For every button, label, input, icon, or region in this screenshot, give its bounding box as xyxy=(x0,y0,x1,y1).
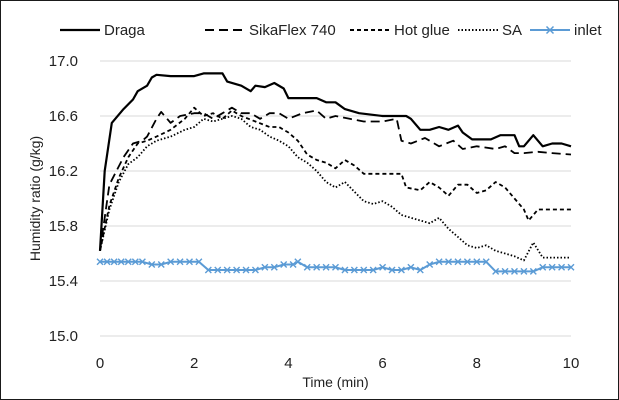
data-point-inlet xyxy=(463,258,471,266)
data-point-inlet xyxy=(558,263,566,271)
x-tick-label: 10 xyxy=(563,355,580,372)
data-point-inlet xyxy=(138,258,146,266)
legend-label-sa: SA xyxy=(502,22,522,39)
legend-marker-inlet xyxy=(545,25,555,35)
data-point-inlet xyxy=(261,263,269,271)
data-point-inlet xyxy=(251,266,259,274)
data-point-inlet xyxy=(520,267,528,275)
legend-label-draga: Draga xyxy=(104,22,146,39)
data-point-inlet xyxy=(167,258,175,266)
data-point-inlet xyxy=(313,263,321,271)
data-point-inlet xyxy=(148,261,156,268)
x-tick-label: 4 xyxy=(284,355,292,372)
x-axis-ticks: 0 2 4 6 8 10 xyxy=(96,355,580,372)
data-point-inlet xyxy=(350,266,358,274)
data-point-inlet xyxy=(131,258,139,266)
data-point-inlet xyxy=(289,261,297,268)
series-line-hot-glue xyxy=(99,106,571,251)
data-point-inlet xyxy=(233,266,241,274)
data-point-inlet xyxy=(492,267,500,275)
legend-label-inlet: inlet xyxy=(574,22,602,39)
data-point-inlet xyxy=(397,266,405,274)
data-point-inlet xyxy=(322,263,330,271)
legend-label-hot-glue: Hot glue xyxy=(394,22,450,39)
data-point-inlet xyxy=(482,258,490,266)
data-point-inlet xyxy=(103,258,111,266)
data-point-inlet xyxy=(379,263,387,271)
data-point-inlet xyxy=(117,258,125,266)
data-point-inlet xyxy=(242,266,250,274)
y-tick-label: 16.6 xyxy=(49,108,78,125)
data-point-inlet xyxy=(548,263,556,271)
data-point-inlet xyxy=(416,266,424,274)
data-point-inlet xyxy=(270,263,278,271)
data-point-inlet xyxy=(124,258,132,266)
data-point-inlet xyxy=(223,266,231,274)
data-point-inlet xyxy=(303,263,311,271)
data-point-inlet xyxy=(510,267,518,275)
data-point-inlet xyxy=(341,266,349,274)
x-tick-label: 6 xyxy=(378,355,386,372)
y-axis-ticks: 15.0 15.4 15.8 16.2 16.6 17.0 xyxy=(49,53,78,345)
data-point-inlet xyxy=(96,258,104,266)
data-point-inlet xyxy=(360,266,368,274)
legend-label-sikaflex-740: SikaFlex 740 xyxy=(249,22,336,39)
data-point-inlet xyxy=(195,258,203,266)
data-point-inlet xyxy=(501,267,509,275)
data-point-inlet xyxy=(454,258,462,266)
data-point-inlet xyxy=(214,266,222,274)
data-point-inlet xyxy=(110,258,118,266)
data-point-inlet xyxy=(539,263,547,271)
data-point-inlet xyxy=(176,258,184,266)
data-point-inlet xyxy=(332,263,339,271)
data-point-inlet xyxy=(473,258,481,266)
y-axis-label: Humidity ratio (g/kg) xyxy=(27,136,43,261)
data-point-inlet xyxy=(294,258,302,266)
y-tick-label: 15.4 xyxy=(49,273,78,290)
legend: Draga SikaFlex 740 Hot glue SA inlet xyxy=(60,22,602,39)
y-tick-label: 16.2 xyxy=(49,163,78,180)
x-tick-label: 0 xyxy=(96,355,104,372)
data-point-inlet xyxy=(185,258,193,266)
x-tick-label: 8 xyxy=(473,355,481,372)
data-point-inlet xyxy=(529,267,537,275)
series-line-draga xyxy=(98,72,572,251)
data-point-inlet xyxy=(369,266,377,274)
data-point-inlet xyxy=(426,261,434,268)
x-tick-label: 2 xyxy=(190,355,198,372)
data-point-inlet xyxy=(204,266,212,274)
data-point-inlet xyxy=(435,258,443,266)
x-axis-label: Time (min) xyxy=(302,374,368,390)
series-line-sa xyxy=(99,115,571,262)
y-tick-label: 15.0 xyxy=(49,328,78,345)
data-point-inlet xyxy=(157,261,165,268)
data-point-inlet xyxy=(280,261,288,268)
data-point-inlet xyxy=(567,263,575,271)
data-point-inlet xyxy=(388,266,396,274)
series-line-sikaflex-740 xyxy=(99,106,572,251)
data-point-inlet xyxy=(407,263,415,271)
y-tick-label: 15.8 xyxy=(49,218,78,235)
series-layer xyxy=(96,72,575,275)
data-point-inlet xyxy=(445,258,453,266)
y-tick-label: 17.0 xyxy=(49,53,78,70)
